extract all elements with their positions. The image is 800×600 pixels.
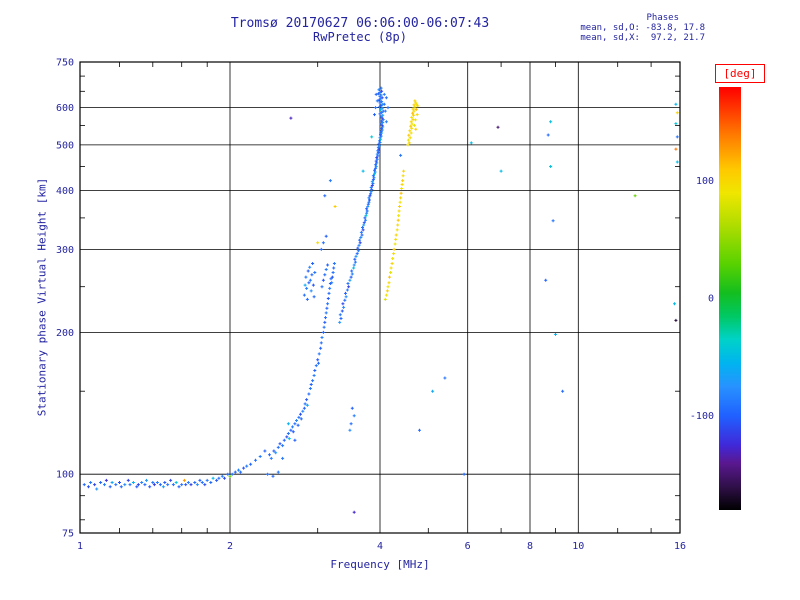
svg-text:600: 600	[56, 103, 74, 114]
phases-annotation: Phases mean, sd,O: -83.8, 17.8 mean, sd,…	[580, 13, 705, 43]
svg-text:100: 100	[696, 176, 714, 187]
phases-mean-x: mean, sd,X: 97.2, 21.7	[580, 33, 705, 43]
svg-text:750: 750	[56, 58, 74, 69]
svg-text:4: 4	[377, 541, 383, 552]
svg-text:2: 2	[227, 541, 233, 552]
svg-text:0: 0	[708, 294, 714, 305]
svg-text:300: 300	[56, 245, 74, 256]
y-axis-label: Stationary phase Virtual Height [km]	[35, 177, 49, 417]
svg-text:1: 1	[77, 541, 83, 552]
phases-label: Phases	[646, 13, 679, 23]
phases-mean-o: mean, sd,O: -83.8, 17.8	[580, 23, 705, 33]
svg-text:100: 100	[56, 470, 74, 481]
svg-text:-100: -100	[690, 411, 714, 422]
svg-text:400: 400	[56, 186, 74, 197]
x-axis-label: Frequency [MHz]	[330, 558, 430, 571]
svg-text:200: 200	[56, 328, 74, 339]
chart-subtitle: RwPretec (8p)	[313, 30, 407, 44]
svg-text:6: 6	[465, 541, 471, 552]
svg-text:16: 16	[674, 541, 686, 552]
svg-text:75: 75	[62, 529, 74, 540]
svg-text:8: 8	[527, 541, 533, 552]
colorbar-unit-label: [deg]	[715, 64, 765, 83]
svg-text:10: 10	[572, 541, 584, 552]
svg-text:500: 500	[56, 140, 74, 151]
chart-title: Tromsø 20170627 06:06:00-06:07:43	[230, 16, 490, 31]
